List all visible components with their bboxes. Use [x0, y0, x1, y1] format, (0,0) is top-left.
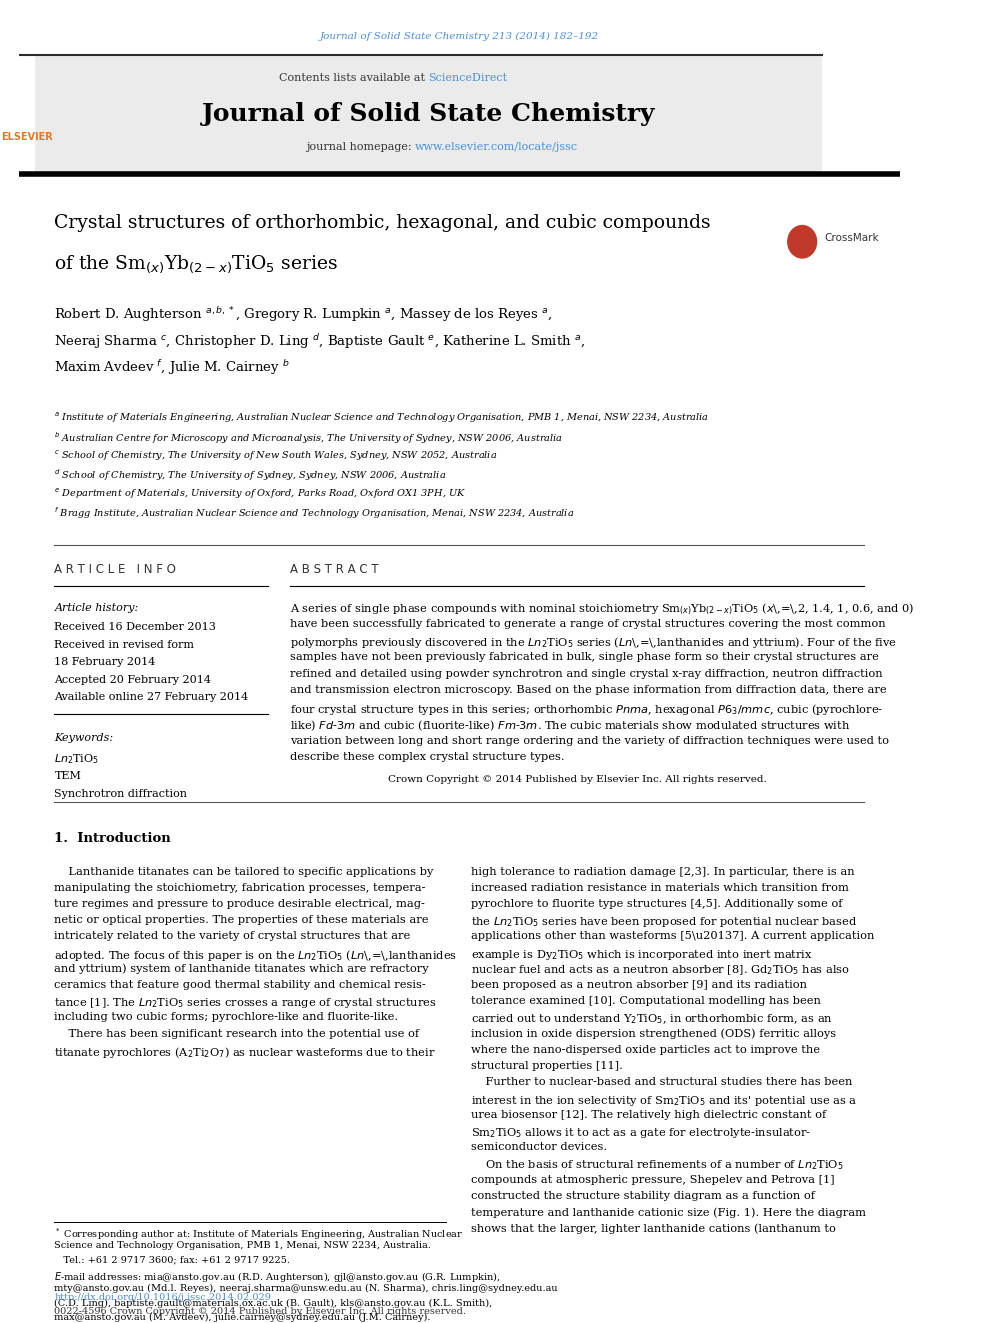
Text: where the nano-dispersed oxide particles act to improve the: where the nano-dispersed oxide particles…: [471, 1045, 820, 1054]
Text: shows that the larger, lighter lanthanide cations (lanthanum to: shows that the larger, lighter lanthanid…: [471, 1224, 836, 1234]
Text: semiconductor devices.: semiconductor devices.: [471, 1142, 607, 1152]
Text: nuclear fuel and acts as a neutron absorber [8]. Gd$_2$TiO$_5$ has also: nuclear fuel and acts as a neutron absor…: [471, 964, 850, 978]
Text: Science and Technology Organisation, PMB 1, Menai, NSW 2234, Australia.: Science and Technology Organisation, PMB…: [55, 1241, 432, 1250]
Text: like) $Fd$-$3m$ and cubic (fluorite-like) $Fm$-$3m$. The cubic materials show mo: like) $Fd$-$3m$ and cubic (fluorite-like…: [290, 718, 850, 733]
Text: tance [1]. The $Ln_2$TiO$_5$ series crosses a range of crystal structures: tance [1]. The $Ln_2$TiO$_5$ series cros…: [55, 996, 437, 1011]
Text: $E$-mail addresses: mia@ansto.gov.au (R.D. Aughterson), gjl@ansto.gov.au (G.R. L: $E$-mail addresses: mia@ansto.gov.au (R.…: [55, 1270, 501, 1283]
Text: increased radiation resistance in materials which transition from: increased radiation resistance in materi…: [471, 882, 849, 893]
Text: pyrochlore to fluorite type structures [4,5]. Additionally some of: pyrochlore to fluorite type structures […: [471, 898, 842, 909]
Text: ceramics that feature good thermal stability and chemical resis-: ceramics that feature good thermal stabi…: [55, 980, 427, 990]
Text: high tolerance to radiation damage [2,3]. In particular, there is an: high tolerance to radiation damage [2,3]…: [471, 867, 854, 877]
Text: adopted. The focus of this paper is on the $Ln_2$TiO$_5$ ($Ln$\,=\,lanthanides: adopted. The focus of this paper is on t…: [55, 947, 457, 963]
Text: samples have not been previously fabricated in bulk, single phase form so their : samples have not been previously fabrica…: [290, 652, 879, 662]
Text: the $Ln_2$TiO$_5$ series have been proposed for potential nuclear based: the $Ln_2$TiO$_5$ series have been propo…: [471, 916, 857, 929]
Text: mty@ansto.gov.au (Md.l. Reyes), neeraj.sharma@unsw.edu.au (N. Sharma), chris.lin: mty@ansto.gov.au (Md.l. Reyes), neeraj.s…: [55, 1285, 558, 1294]
Text: Article history:: Article history:: [55, 603, 139, 613]
Text: urea biosensor [12]. The relatively high dielectric constant of: urea biosensor [12]. The relatively high…: [471, 1110, 826, 1119]
Text: Neeraj Sharma $^{c}$, Christopher D. Ling $^{d}$, Baptiste Gault $^{e}$, Katheri: Neeraj Sharma $^{c}$, Christopher D. Lin…: [55, 332, 585, 351]
Text: Keywords:: Keywords:: [55, 733, 113, 744]
Text: Tel.: +61 2 9717 3600; fax: +61 2 9717 9225.: Tel.: +61 2 9717 3600; fax: +61 2 9717 9…: [55, 1256, 291, 1265]
Text: Further to nuclear-based and structural studies there has been: Further to nuclear-based and structural …: [471, 1077, 852, 1088]
Text: example is Dy$_2$TiO$_5$ which is incorporated into inert matrix: example is Dy$_2$TiO$_5$ which is incorp…: [471, 947, 812, 962]
Text: Received 16 December 2013: Received 16 December 2013: [55, 622, 216, 632]
Text: including two cubic forms; pyrochlore-like and fluorite-like.: including two cubic forms; pyrochlore-li…: [55, 1012, 399, 1023]
Text: intricately related to the variety of crystal structures that are: intricately related to the variety of cr…: [55, 931, 411, 942]
Text: Received in revised form: Received in revised form: [55, 640, 194, 650]
Circle shape: [787, 225, 817, 259]
Text: ture regimes and pressure to produce desirable electrical, mag-: ture regimes and pressure to produce des…: [55, 898, 426, 909]
Text: refined and detailed using powder synchrotron and single crystal x-ray diffracti: refined and detailed using powder synchr…: [290, 668, 883, 679]
Text: manipulating the stoichiometry, fabrication processes, tempera-: manipulating the stoichiometry, fabricat…: [55, 882, 426, 893]
Text: Crown Copyright © 2014 Published by Elsevier Inc. All rights reserved.: Crown Copyright © 2014 Published by Else…: [388, 775, 767, 785]
Text: There has been significant research into the potential use of: There has been significant research into…: [55, 1029, 420, 1039]
Text: Contents lists available at: Contents lists available at: [279, 73, 429, 82]
Text: compounds at atmospheric pressure, Shepelev and Petrova [1]: compounds at atmospheric pressure, Shepe…: [471, 1175, 834, 1184]
Text: Synchrotron diffraction: Synchrotron diffraction: [55, 789, 187, 799]
Text: Maxim Avdeev $^{f}$, Julie M. Cairney $^{b}$: Maxim Avdeev $^{f}$, Julie M. Cairney $^…: [55, 359, 290, 377]
Text: http://dx.doi.org/10.1016/j.jssc.2014.02.029: http://dx.doi.org/10.1016/j.jssc.2014.02…: [55, 1294, 271, 1302]
Text: max@ansto.gov.au (M. Avdeev), julie.cairney@sydney.edu.au (J.M. Cairney).: max@ansto.gov.au (M. Avdeev), julie.cair…: [55, 1314, 431, 1322]
Text: titanate pyrochlores (A$_2$Ti$_2$O$_7$) as nuclear wasteforms due to their: titanate pyrochlores (A$_2$Ti$_2$O$_7$) …: [55, 1045, 436, 1060]
Text: A B S T R A C T: A B S T R A C T: [290, 564, 378, 576]
Text: 18 February 2014: 18 February 2014: [55, 658, 156, 667]
Text: 1.  Introduction: 1. Introduction: [55, 832, 172, 844]
Text: and transmission electron microscopy. Based on the phase information from diffra: and transmission electron microscopy. Ba…: [290, 685, 887, 696]
Text: ELSEVIER: ELSEVIER: [1, 132, 53, 143]
Text: CrossMark: CrossMark: [824, 233, 879, 242]
Text: A R T I C L E   I N F O: A R T I C L E I N F O: [55, 564, 177, 576]
Text: Crystal structures of orthorhombic, hexagonal, and cubic compounds: Crystal structures of orthorhombic, hexa…: [55, 214, 711, 232]
Text: netic or optical properties. The properties of these materials are: netic or optical properties. The propert…: [55, 916, 429, 925]
Text: journal homepage:: journal homepage:: [306, 143, 415, 152]
Text: tolerance examined [10]. Computational modelling has been: tolerance examined [10]. Computational m…: [471, 996, 820, 1007]
Text: (C.D. Ling), baptiste.gault@materials.ox.ac.uk (B. Gault), kls@ansto.gov.au (K.L: (C.D. Ling), baptiste.gault@materials.ox…: [55, 1299, 493, 1308]
Text: Journal of Solid State Chemistry 213 (2014) 182–192: Journal of Solid State Chemistry 213 (20…: [319, 32, 599, 41]
Text: Sm$_2$TiO$_5$ allows it to act as a gate for electrolyte-insulator-: Sm$_2$TiO$_5$ allows it to act as a gate…: [471, 1126, 810, 1140]
Text: Journal of Solid State Chemistry: Journal of Solid State Chemistry: [201, 102, 655, 127]
Text: structural properties [11].: structural properties [11].: [471, 1061, 623, 1072]
Text: applications other than wasteforms [5\u20137]. A current application: applications other than wasteforms [5\u2…: [471, 931, 874, 942]
Text: temperature and lanthanide cationic size (Fig. 1). Here the diagram: temperature and lanthanide cationic size…: [471, 1207, 866, 1217]
Text: interest in the ion selectivity of Sm$_2$TiO$_5$ and its' potential use as a: interest in the ion selectivity of Sm$_2…: [471, 1094, 857, 1107]
Text: been proposed as a neutron absorber [9] and its radiation: been proposed as a neutron absorber [9] …: [471, 980, 806, 990]
Text: TEM: TEM: [55, 770, 81, 781]
Text: inclusion in oxide dispersion strengthened (ODS) ferritic alloys: inclusion in oxide dispersion strengthen…: [471, 1029, 836, 1040]
Text: A series of single phase compounds with nominal stoichiometry Sm$_{(x)}$Yb$_{(2-: A series of single phase compounds with …: [290, 602, 915, 618]
Text: 0022-4596 Crown Copyright © 2014 Published by Elsevier Inc. All rights reserved.: 0022-4596 Crown Copyright © 2014 Publish…: [55, 1307, 466, 1316]
Text: describe these complex crystal structure types.: describe these complex crystal structure…: [290, 753, 564, 762]
Text: variation between long and short range ordering and the variety of diffraction t: variation between long and short range o…: [290, 736, 889, 746]
Text: carried out to understand Y$_2$TiO$_5$, in orthorhombic form, as an: carried out to understand Y$_2$TiO$_5$, …: [471, 1012, 833, 1027]
Text: $^{b}$ Australian Centre for Microscopy and Microanalysis, The University of Syd: $^{b}$ Australian Centre for Microscopy …: [55, 430, 563, 446]
Text: $^{e}$ Department of Materials, University of Oxford, Parks Road, Oxford OX1 3PH: $^{e}$ Department of Materials, Universi…: [55, 487, 466, 501]
Text: $^{d}$ School of Chemistry, The University of Sydney, Sydney, NSW 2006, Australi: $^{d}$ School of Chemistry, The Universi…: [55, 467, 446, 483]
Text: $^{c}$ School of Chemistry, The University of New South Wales, Sydney, NSW 2052,: $^{c}$ School of Chemistry, The Universi…: [55, 448, 498, 463]
Text: have been successfully fabricated to generate a range of crystal structures cove: have been successfully fabricated to gen…: [290, 619, 886, 628]
Text: Accepted 20 February 2014: Accepted 20 February 2014: [55, 675, 211, 684]
Text: $^{f}$ Bragg Institute, Australian Nuclear Science and Technology Organisation, : $^{f}$ Bragg Institute, Australian Nucle…: [55, 505, 574, 521]
Text: Robert D. Aughterson $^{a,b,*}$, Gregory R. Lumpkin $^{a}$, Massey de los Reyes : Robert D. Aughterson $^{a,b,*}$, Gregory…: [55, 306, 554, 324]
Bar: [35, 54, 821, 172]
Text: $Ln_2$TiO$_5$: $Ln_2$TiO$_5$: [55, 751, 99, 766]
Text: $^*$ Corresponding author at: Institute of Materials Engineering, Australian Nuc: $^*$ Corresponding author at: Institute …: [55, 1226, 464, 1242]
Text: polymorphs previously discovered in the $Ln_2$TiO$_5$ series ($Ln$\,=\,lanthanid: polymorphs previously discovered in the …: [290, 635, 897, 651]
Text: of the Sm$_{(x)}$Yb$_{(2-x)}$TiO$_{5}$ series: of the Sm$_{(x)}$Yb$_{(2-x)}$TiO$_{5}$ s…: [55, 254, 338, 275]
Text: On the basis of structural refinements of a number of $Ln_2$TiO$_5$: On the basis of structural refinements o…: [471, 1159, 843, 1172]
Text: $^{a}$ Institute of Materials Engineering, Australian Nuclear Science and Techno: $^{a}$ Institute of Materials Engineerin…: [55, 411, 709, 425]
Text: four crystal structure types in this series; orthorhombic $Pnma$, hexagonal $P6_: four crystal structure types in this ser…: [290, 703, 883, 717]
Text: ScienceDirect: ScienceDirect: [429, 73, 508, 82]
Text: www.elsevier.com/locate/jssc: www.elsevier.com/locate/jssc: [415, 143, 578, 152]
Text: Available online 27 February 2014: Available online 27 February 2014: [55, 692, 249, 703]
Text: Lanthanide titanates can be tailored to specific applications by: Lanthanide titanates can be tailored to …: [55, 867, 434, 877]
Text: constructed the structure stability diagram as a function of: constructed the structure stability diag…: [471, 1191, 815, 1201]
Text: and yttrium) system of lanthanide titanates which are refractory: and yttrium) system of lanthanide titana…: [55, 964, 430, 974]
